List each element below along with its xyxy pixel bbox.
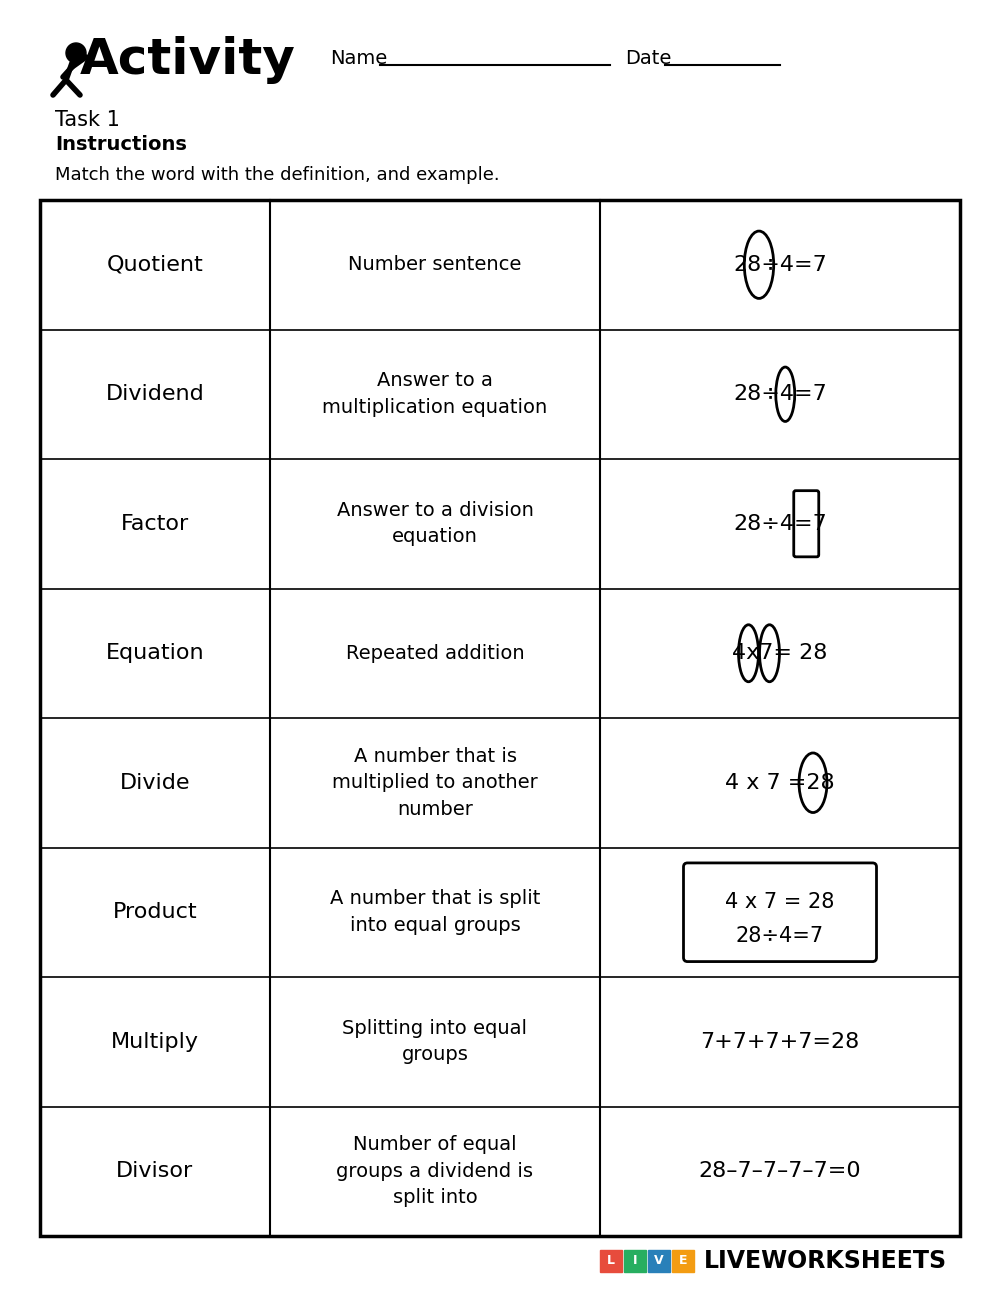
Text: Match the word with the definition, and example.: Match the word with the definition, and … (55, 167, 500, 185)
Text: Number of equal
groups a dividend is
split into: Number of equal groups a dividend is spl… (336, 1135, 534, 1207)
Text: 4 x 7 = 28: 4 x 7 = 28 (725, 892, 835, 911)
Text: Activity: Activity (80, 36, 296, 84)
Text: Date: Date (625, 49, 671, 67)
Text: A number that is split
into equal groups: A number that is split into equal groups (330, 889, 540, 935)
Text: LIVEWORKSHEETS: LIVEWORKSHEETS (704, 1248, 947, 1273)
Bar (624, 1250, 646, 1272)
Text: Quotient: Quotient (107, 254, 203, 275)
Text: Multiply: Multiply (111, 1032, 199, 1052)
Text: L: L (607, 1255, 615, 1268)
Text: Task 1: Task 1 (55, 110, 120, 130)
Text: 7+7+7+7=28: 7+7+7+7=28 (700, 1032, 860, 1052)
Text: Divide: Divide (120, 773, 190, 793)
Text: Answer to a division
equation: Answer to a division equation (337, 501, 533, 546)
Text: A number that is
multiplied to another
number: A number that is multiplied to another n… (332, 746, 538, 818)
Text: Divisor: Divisor (116, 1161, 194, 1181)
Text: 28–7–7–7–7=0: 28–7–7–7–7=0 (699, 1161, 861, 1181)
Text: Answer to a
multiplication equation: Answer to a multiplication equation (322, 372, 548, 417)
Text: E: E (679, 1255, 687, 1268)
Text: Equation: Equation (106, 643, 204, 664)
Text: 28÷4=7: 28÷4=7 (736, 926, 824, 945)
Text: 28÷4=7: 28÷4=7 (733, 385, 827, 404)
Text: 4 x 7 =28: 4 x 7 =28 (725, 773, 835, 793)
Text: 4x7= 28: 4x7= 28 (732, 643, 828, 664)
Bar (672, 1250, 694, 1272)
Text: Repeated addition: Repeated addition (346, 644, 524, 662)
Bar (648, 1250, 670, 1272)
Text: Dividend: Dividend (106, 385, 204, 404)
Text: Product: Product (113, 902, 197, 922)
Text: Number sentence: Number sentence (348, 256, 522, 274)
Text: I: I (633, 1255, 637, 1268)
Text: 28÷4=7: 28÷4=7 (733, 254, 827, 275)
Bar (40, 200, 960, 1235)
Text: Name: Name (330, 49, 387, 67)
Text: Instructions: Instructions (55, 136, 187, 155)
Text: Factor: Factor (121, 514, 189, 533)
Text: 28÷4=7: 28÷4=7 (733, 514, 827, 533)
Text: V: V (654, 1255, 664, 1268)
Circle shape (66, 43, 86, 63)
Bar (600, 1250, 622, 1272)
Text: Splitting into equal
groups: Splitting into equal groups (342, 1019, 528, 1065)
